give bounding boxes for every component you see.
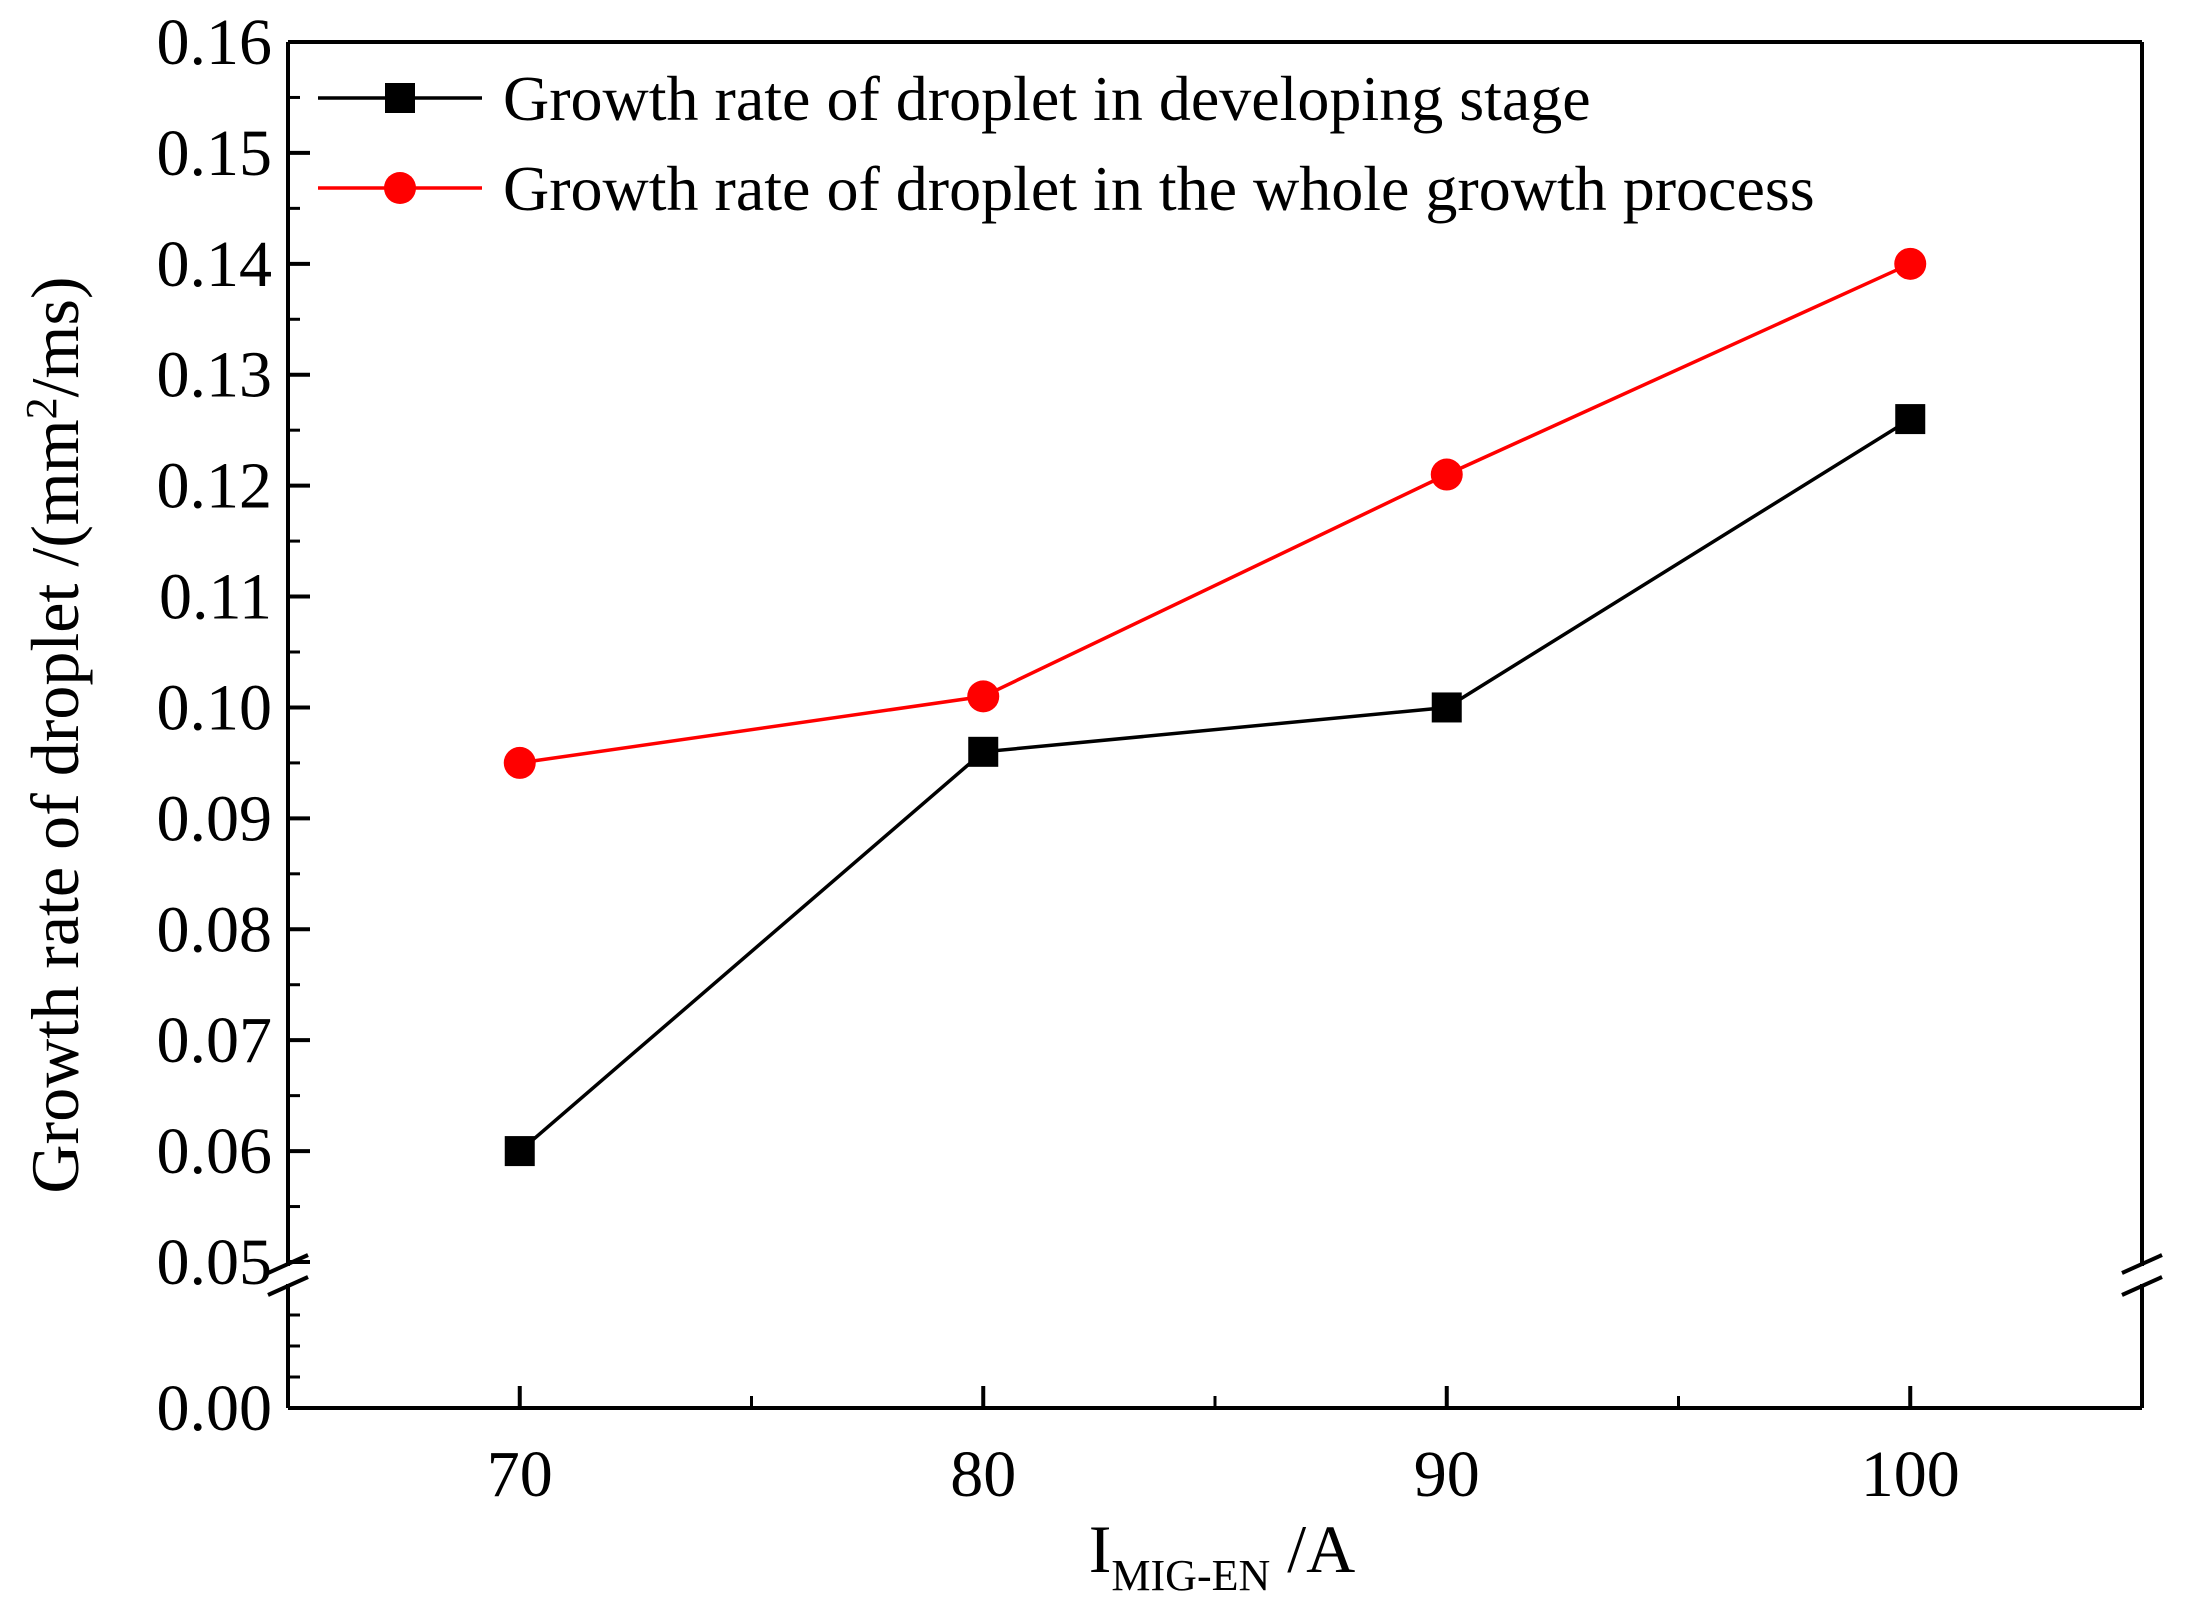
y-axis-title-main: Growth rate of droplet /(mm bbox=[17, 419, 93, 1193]
y-axis-title-superscript: 2 bbox=[17, 397, 66, 419]
x-axis-title: IMIG-EN /A bbox=[1089, 1511, 1356, 1600]
legend-item: Growth rate of droplet in developing sta… bbox=[318, 63, 1591, 134]
x-axis-title-suffix: /A bbox=[1270, 1511, 1355, 1587]
series-line bbox=[518, 417, 1912, 1153]
axis-break-mark-right bbox=[2121, 1253, 2163, 1275]
x-tick-label: 80 bbox=[950, 1438, 1016, 1511]
series-line bbox=[519, 262, 1912, 765]
legend-marker-square bbox=[385, 83, 415, 113]
data-point-square bbox=[504, 1136, 535, 1167]
y-tick-label: 0.08 bbox=[157, 893, 273, 966]
y-tick-label: 0.06 bbox=[157, 1115, 273, 1188]
data-point-circle bbox=[1894, 247, 1927, 280]
y-axis-title-suffix: /ms) bbox=[17, 276, 93, 397]
data-point-circle bbox=[503, 746, 536, 779]
y-tick-label: 0.05 bbox=[157, 1226, 273, 1299]
series-1 bbox=[504, 404, 1926, 1167]
y-tick-label: 0.12 bbox=[157, 450, 273, 523]
y-tick-label: 0.16 bbox=[157, 6, 273, 79]
axis-break-mark-right bbox=[2121, 1275, 2163, 1297]
legend: Growth rate of droplet in developing sta… bbox=[318, 63, 1815, 224]
y-tick-label: 0.10 bbox=[157, 671, 273, 744]
y-axis: 0.05 0.06 0.07 0.08 0.09 0.10 0.11 0.12 0.13 0.14… bbox=[157, 6, 310, 1445]
x-tick-label: 100 bbox=[1861, 1438, 1960, 1511]
x-axis-title-subscript: MIG-EN bbox=[1111, 1551, 1270, 1600]
legend-label: Growth rate of droplet in the whole grow… bbox=[503, 153, 1815, 224]
data-point-circle bbox=[1430, 458, 1463, 491]
series-2 bbox=[503, 247, 1927, 779]
y-tick-label: 0.15 bbox=[157, 117, 273, 190]
x-tick-label: 70 bbox=[487, 1438, 553, 1511]
legend-item: Growth rate of droplet in the whole grow… bbox=[318, 153, 1815, 224]
y-tick-label: 0.11 bbox=[159, 561, 272, 634]
data-point-square bbox=[1895, 404, 1926, 435]
y-tick-label: 0.14 bbox=[157, 228, 273, 301]
y-axis-title: Growth rate of droplet /(mm2/ms) bbox=[17, 276, 93, 1193]
y-tick-label: 0.00 bbox=[157, 1372, 273, 1445]
legend-marker-circle bbox=[384, 172, 416, 204]
data-point-square bbox=[1431, 692, 1462, 723]
axis-break-mark-left bbox=[267, 1275, 309, 1297]
x-axis-title-main: I bbox=[1089, 1511, 1112, 1587]
legend-label: Growth rate of droplet in developing sta… bbox=[503, 63, 1591, 134]
data-point-square bbox=[968, 736, 999, 767]
plot-frame-group bbox=[267, 40, 2163, 1410]
series-group bbox=[503, 247, 1927, 1167]
x-axis: 70 80 90 100 bbox=[487, 1386, 1960, 1511]
y-tick-label: 0.13 bbox=[157, 339, 273, 412]
y-tick-label: 0.07 bbox=[157, 1004, 273, 1077]
x-tick-label: 90 bbox=[1414, 1438, 1480, 1511]
y-tick-label: 0.09 bbox=[157, 782, 273, 855]
data-point-circle bbox=[967, 680, 1000, 713]
